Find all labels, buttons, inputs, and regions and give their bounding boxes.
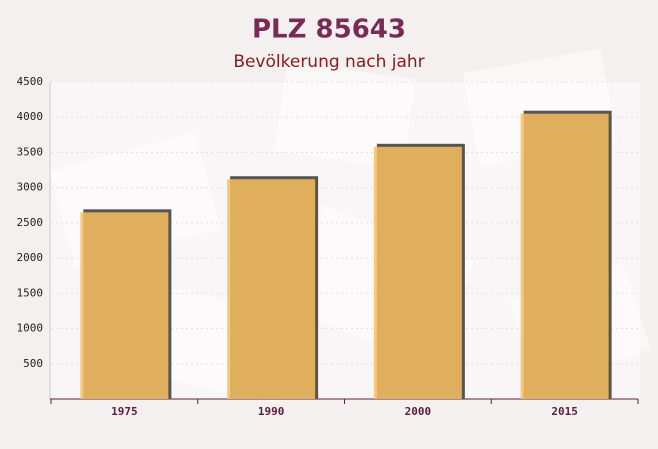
y-tick-label: 4000 <box>17 110 44 123</box>
y-tick-label: 1500 <box>17 286 44 299</box>
x-tick-label: 2015 <box>551 405 578 418</box>
y-tick-label: 1000 <box>17 322 44 335</box>
bar <box>373 146 462 399</box>
chart-subtitle: Bevölkerung nach jahr <box>233 52 424 72</box>
x-tick-label: 2000 <box>405 405 432 418</box>
bar <box>80 212 169 399</box>
y-tick-label: 3500 <box>17 145 44 158</box>
y-tick-label: 2500 <box>17 216 44 229</box>
chart-title: PLZ 85643 <box>252 15 406 45</box>
y-tick-label: 4500 <box>17 75 44 88</box>
bar <box>227 179 316 399</box>
bar <box>520 113 609 399</box>
x-tick-label: 1975 <box>111 405 138 418</box>
x-tick-label: 1990 <box>258 405 285 418</box>
y-tick-label: 2000 <box>17 251 44 264</box>
y-tick-label: 3000 <box>17 181 44 194</box>
y-tick-label: 500 <box>23 357 43 370</box>
